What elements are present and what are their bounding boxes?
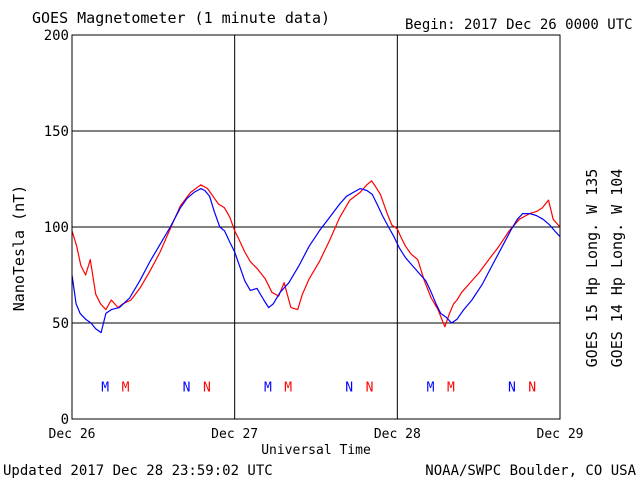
x-tick-label: Dec 28 xyxy=(374,427,421,442)
series-line-goes15 xyxy=(71,180,561,328)
legend-goes14: GOES 14 Hp Long. W 104 xyxy=(608,169,626,368)
chart-title: GOES Magnetometer (1 minute data) xyxy=(32,9,330,27)
x-tick-label: Dec 27 xyxy=(211,427,258,442)
annotation-marker: M xyxy=(447,380,455,395)
begin-time: Begin: 2017 Dec 26 0000 UTC xyxy=(405,17,633,33)
y-axis-label: NanoTesla (nT) xyxy=(10,185,28,311)
y-tick-label: 150 xyxy=(44,124,69,140)
annotation-marker: N xyxy=(345,380,353,395)
source-credit: NOAA/SWPC Boulder, CO USA xyxy=(425,463,636,479)
annotation-marker: N xyxy=(508,380,516,395)
plot-frame xyxy=(71,34,561,420)
legend-goes15: GOES 15 Hp Long. W 135 xyxy=(583,169,601,368)
y-tick-label: 100 xyxy=(44,220,69,236)
axis-ticks: 0 50 100 150 200 Dec 26 Dec 27 Dec 28 Dec 29 xyxy=(44,28,584,442)
series-layer xyxy=(71,180,561,334)
annotation-marker: M xyxy=(122,380,130,395)
y-tick-label: 200 xyxy=(44,28,69,44)
x-axis-label: Universal Time xyxy=(261,443,371,458)
annotation-marker: N xyxy=(183,380,191,395)
updated-time: Updated 2017 Dec 28 23:59:02 UTC xyxy=(3,463,273,479)
grid-lines xyxy=(72,35,560,419)
y-tick-label: 50 xyxy=(52,316,69,332)
annotation-marker: M xyxy=(427,380,435,395)
annotation-marker: N xyxy=(528,380,536,395)
annotation-marker: M xyxy=(101,380,109,395)
x-tick-label: Dec 26 xyxy=(49,427,96,442)
annotation-marker: N xyxy=(366,380,374,395)
y-tick-label: 0 xyxy=(61,412,69,428)
series-line-goes14 xyxy=(71,188,561,334)
annotation-marker: N xyxy=(203,380,211,395)
annotation-marker: M xyxy=(284,380,292,395)
annotation-marker: M xyxy=(264,380,272,395)
x-tick-label: Dec 29 xyxy=(537,427,584,442)
